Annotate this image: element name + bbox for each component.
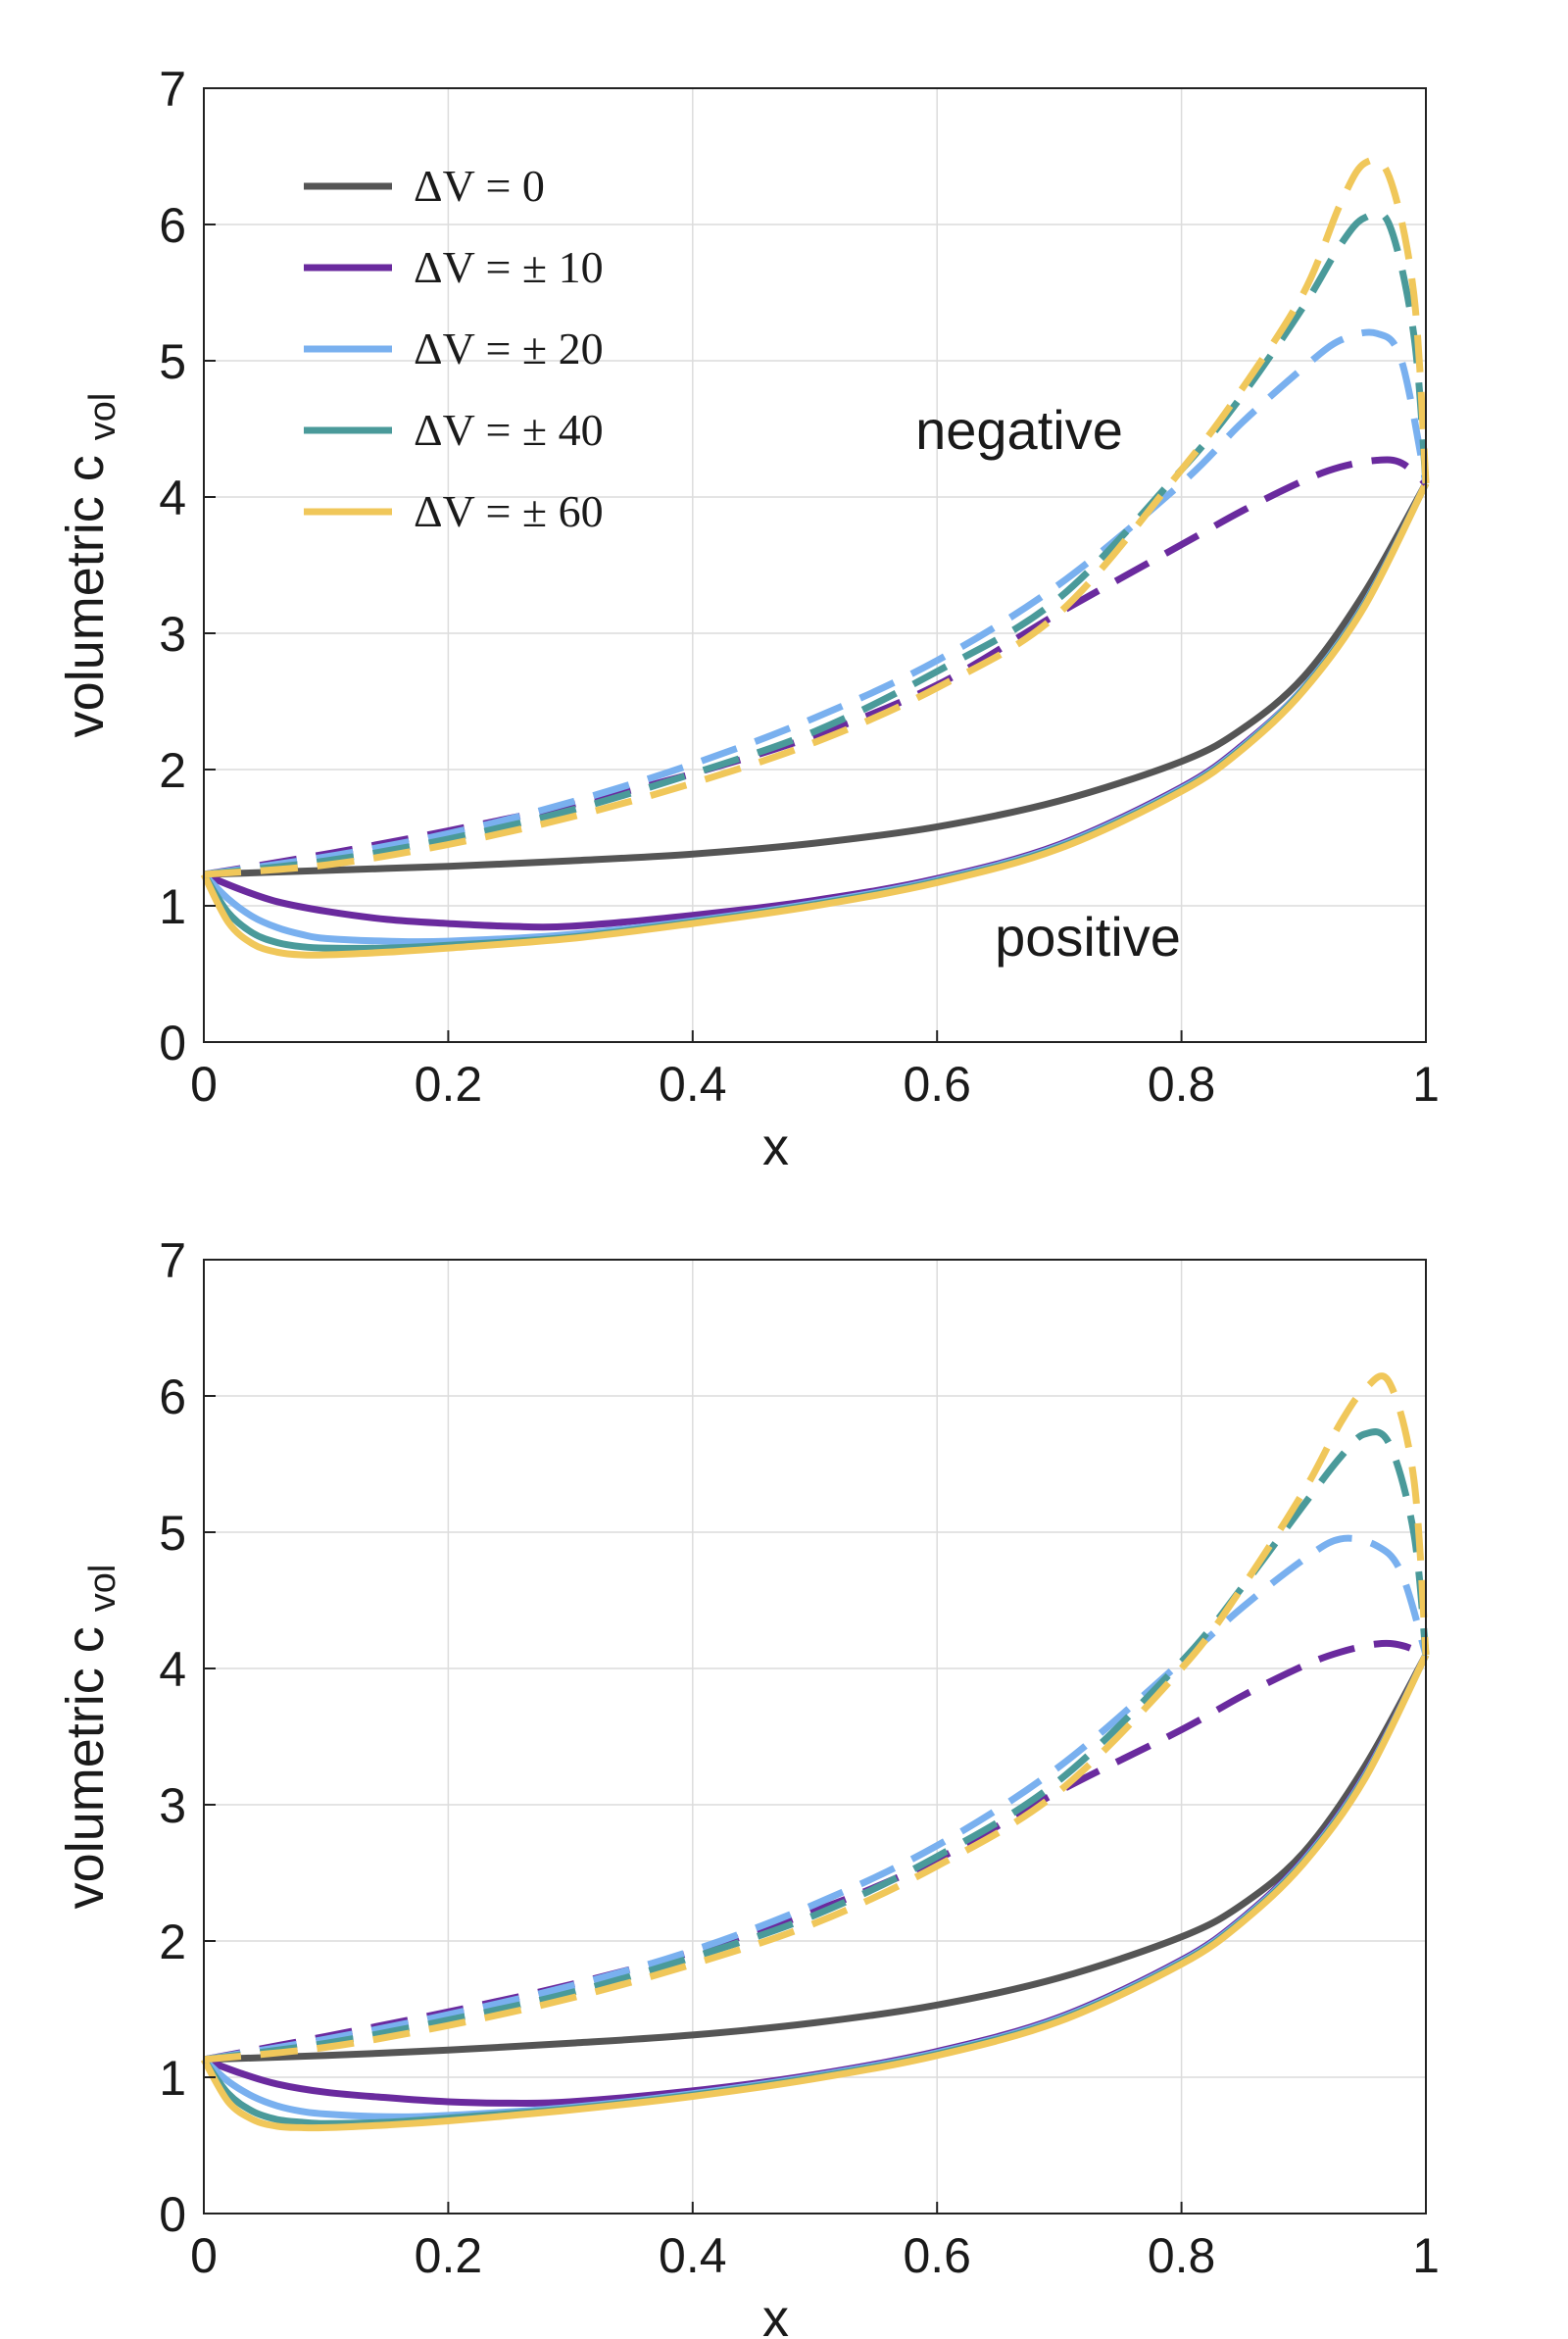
y-tick-label: 3 xyxy=(159,607,186,662)
y-tick-label: 3 xyxy=(159,1778,186,1833)
y-tick-label: 6 xyxy=(159,1369,186,1424)
legend-label: ΔV = ± 60 xyxy=(414,486,604,536)
annotation-negative: negative xyxy=(915,399,1123,461)
legend-label: ΔV = ± 10 xyxy=(414,242,604,292)
y-tick-label: 6 xyxy=(159,198,186,253)
series-line--v-10-positive xyxy=(202,481,1430,931)
y-tick-label: 2 xyxy=(159,743,186,798)
y-tick-label: 7 xyxy=(159,1233,186,1288)
y-tick-label: 0 xyxy=(159,1016,186,1070)
series-line--v-0 xyxy=(203,481,1430,878)
series-line--v-20-positive xyxy=(201,1653,1430,2120)
series-line--v-60-negative xyxy=(203,156,1430,878)
chart-panel-2: 0 0.2 0.4 0.6 0.8 1 0 1 2 3 4 5 6 7 x volumetric c vol xyxy=(56,1233,1440,2339)
chart-panel-1: 0 0.2 0.4 0.6 0.8 1 0 1 2 3 4 5 6 7 x volumetric c vol n… xyxy=(56,62,1440,1176)
y-tick-label: 4 xyxy=(159,1642,186,1697)
y-tick-label: 1 xyxy=(159,879,186,934)
y-axis-label: volumetric c vol xyxy=(56,393,123,738)
series-line--v-60-positive xyxy=(200,1653,1430,2132)
x-tick-label: 0 xyxy=(190,2228,218,2283)
legend-label: ΔV = ± 40 xyxy=(414,405,604,455)
legend-label: ΔV = 0 xyxy=(414,161,545,211)
y-tick-label: 5 xyxy=(159,334,186,389)
series-line--v-60-positive xyxy=(200,481,1430,959)
annotation-positive: positive xyxy=(995,906,1181,968)
x-tick-label: 0.4 xyxy=(659,1057,727,1112)
y-axis-label-subscript: vol xyxy=(82,393,123,441)
x-tick-label: 0.2 xyxy=(415,1057,483,1112)
y-axis-label-main: volumetric c xyxy=(56,440,115,737)
y-tick-label: 0 xyxy=(159,2187,186,2242)
series-line--v-40-negative xyxy=(203,1428,1430,2064)
series-line--v-20-positive xyxy=(201,481,1430,946)
series-line--v-40-negative xyxy=(203,209,1430,878)
series-line--v-0 xyxy=(203,1653,1430,2064)
x-tick-label: 0.8 xyxy=(1148,2228,1216,2283)
x-tick-label: 0.8 xyxy=(1148,1057,1216,1112)
series-line--v-60-negative xyxy=(203,1372,1430,2064)
plot-frame xyxy=(203,1259,1427,2215)
y-tick-label: 5 xyxy=(159,1506,186,1561)
y-tick-label: 4 xyxy=(159,471,186,525)
x-tick-label: 0 xyxy=(190,1057,218,1112)
y-tick-label: 7 xyxy=(159,62,186,117)
plot-frame xyxy=(203,87,1427,1043)
legend: ΔV = 0 ΔV = ± 10 ΔV = ± 20 ΔV = ± 40 ΔV = ± … xyxy=(304,161,604,536)
y-axis-label-subscript: vol xyxy=(82,1565,123,1613)
x-axis-label: x xyxy=(762,1118,789,1176)
y-axis-label-main: volumetric c xyxy=(56,1612,115,1909)
series-line--v-20-negative xyxy=(203,1534,1430,2064)
x-tick-label: 0.2 xyxy=(415,2228,483,2283)
series-line--v-10-negative xyxy=(203,456,1429,878)
legend-label: ΔV = ± 20 xyxy=(414,323,604,373)
series-line--v-10-negative xyxy=(203,1639,1428,2064)
x-tick-label: 0.4 xyxy=(659,2228,727,2283)
x-tick-label: 1 xyxy=(1412,2228,1440,2283)
series-line--v-20-negative xyxy=(203,328,1430,878)
x-tick-label: 0.6 xyxy=(903,1057,971,1112)
y-tick-label: 1 xyxy=(159,2051,186,2106)
x-axis-label: x xyxy=(762,2289,789,2339)
x-tick-label: 1 xyxy=(1412,1057,1440,1112)
x-tick-label: 0.6 xyxy=(903,2228,971,2283)
y-axis-label: volumetric c vol xyxy=(56,1565,123,1910)
y-tick-label: 2 xyxy=(159,1915,186,1969)
